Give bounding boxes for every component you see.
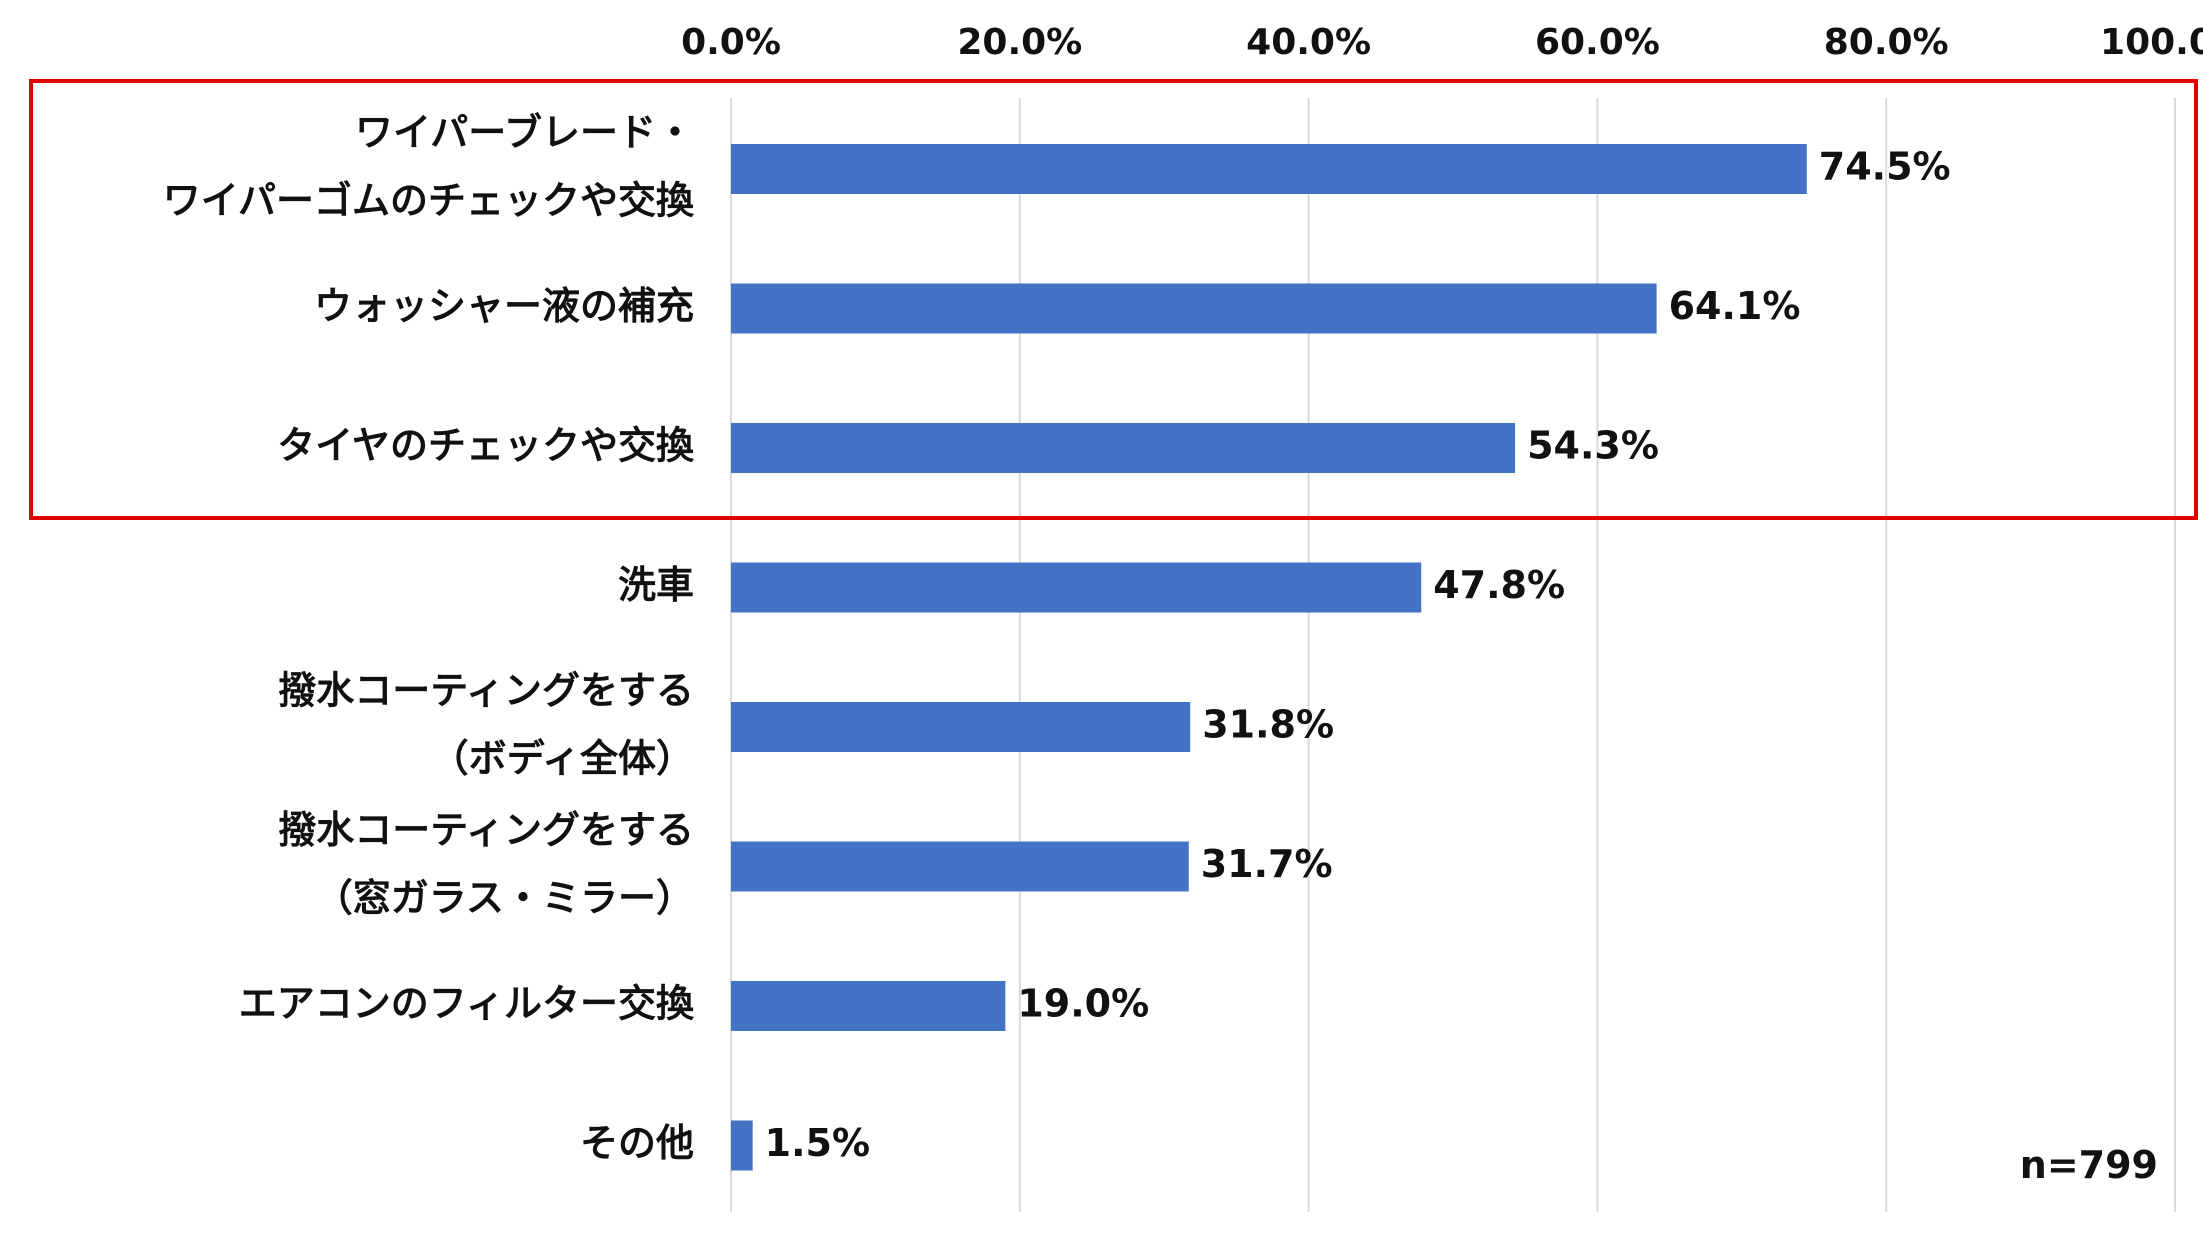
data-label: 1.5% [765,1121,870,1165]
data-labels: 74.5% 64.1% 54.3% 47.8% 31.8% 31.7% 19.0% 1.5% [765,145,1951,1166]
bar [731,1120,753,1171]
x-tick-label: 100.0% [2100,22,2203,63]
data-label: 31.8% [1202,703,1334,747]
category-label: タイヤのチェックや交換 [277,424,695,468]
category-label: ワイパーブレード・ [355,111,694,155]
category-labels: ワイパーブレード・ワイパーゴムのチェックや交換ウォッシャー液の補充タイヤのチェッ… [163,111,695,1166]
x-axis-ticks: 0.0% 20.0% 40.0% 60.0% 80.0% 100.0% [681,22,2203,63]
category-label: その他 [580,1121,694,1165]
x-tick-label: 80.0% [1824,22,1949,63]
bars [731,144,1807,1171]
x-tick-label: 20.0% [957,22,1082,63]
category-label: ワイパーゴムのチェックや交換 [163,179,695,223]
category-label: 撥水コーティングをする [278,808,694,852]
data-label: 54.3% [1527,424,1659,468]
category-label: 撥水コーティングをする [278,669,694,713]
bar [731,562,1422,613]
highlight-box [29,79,2198,520]
category-label: 洗車 [618,563,694,607]
bar [731,144,1807,194]
bar [731,702,1191,752]
x-tick-label: 40.0% [1246,22,1371,63]
x-tick-label: 60.0% [1535,22,1660,63]
category-label: （ボディ全体） [431,737,694,781]
data-label: 74.5% [1819,145,1951,189]
category-label: ウォッシャー液の補充 [314,284,694,328]
data-label: 19.0% [1017,982,1149,1026]
bar [731,981,1006,1031]
category-label: （窓ガラス・ミラー） [315,876,694,920]
sample-size-note: n=799 [2020,1143,2158,1187]
data-label: 64.1% [1669,284,1801,328]
bar [731,841,1189,892]
x-tick-label: 0.0% [681,22,781,63]
highlight-layer [29,79,2198,520]
bar [731,423,1516,473]
data-label: 47.8% [1433,563,1565,607]
grid-layer [730,98,2176,1212]
category-label: エアコンのフィルター交換 [239,982,695,1026]
bar [731,283,1657,334]
data-label: 31.7% [1201,842,1333,886]
